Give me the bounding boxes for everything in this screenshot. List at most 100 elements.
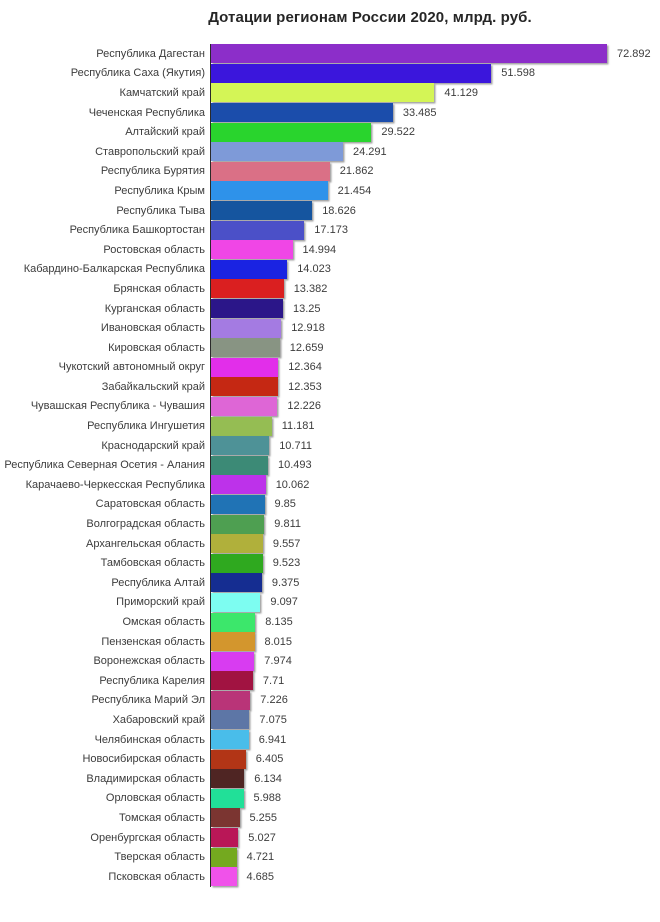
value-label: 8.135 [265, 616, 293, 629]
bar-row: Новосибирская область 6.405 [0, 749, 660, 769]
value-label: 9.097 [270, 596, 298, 609]
bar-cell: 4.721 [210, 847, 660, 867]
bar-cell: 17.173 [210, 220, 660, 240]
bar-cell: 5.255 [210, 808, 660, 828]
bar-cell: 10.062 [210, 475, 660, 495]
value-label: 14.994 [302, 243, 337, 256]
value-label: 12.226 [287, 400, 322, 413]
category-label: Республика Саха (Якутия) [70, 67, 205, 80]
bar [211, 63, 492, 83]
category-label: Республика Башкортостан [69, 224, 205, 237]
bar [211, 122, 372, 142]
bar [211, 671, 253, 691]
bar-cell: 7.075 [210, 710, 660, 730]
bar-row: Чувашская Республика - Чувашия 12.226 [0, 396, 660, 417]
value-label: 12.918 [291, 322, 325, 335]
bar-row: Владимирская область 6.134 [0, 768, 660, 789]
category-label: Волгоградская область [86, 518, 205, 531]
category-label: Республика Крым [114, 184, 205, 197]
category-label: Алтайский край [125, 126, 205, 139]
bar-row: Республика Бурятия 21.862 [0, 161, 660, 182]
bar-row: Забайкальский край 12.353 [0, 377, 660, 397]
category-label: Краснодарский край [101, 439, 205, 452]
bar [211, 710, 250, 730]
value-label: 29.522 [381, 126, 416, 139]
value-label: 11.181 [281, 420, 315, 433]
bar-cell: 12.226 [210, 396, 660, 417]
category-label: Владимирская область [86, 772, 205, 785]
bar [211, 299, 283, 319]
bar [211, 553, 263, 573]
category-label: Псковская область [108, 870, 205, 883]
bar-row: Республика Ингушетия 11.181 [0, 416, 660, 436]
bar-cell: 5.988 [210, 788, 660, 809]
category-label: Челябинская область [94, 733, 205, 746]
value-label: 12.364 [288, 361, 322, 374]
category-label: Новосибирская область [82, 753, 205, 766]
bar-row: Тверская область 4.721 [0, 847, 660, 867]
bar [211, 279, 284, 299]
value-label: 9.523 [272, 557, 301, 570]
bar [211, 494, 265, 514]
category-label: Кабардино-Балкарская Республика [23, 263, 205, 276]
bar-row: Омская область 8.135 [0, 612, 660, 632]
bar-row: Воронежская область 7.974 [0, 651, 660, 671]
bar-row: Республика Дагестан 72.892 [0, 44, 660, 64]
category-label: Республика Марий Эл [91, 694, 205, 707]
bar [211, 240, 293, 260]
category-label: Архангельская область [86, 537, 205, 550]
bar-cell: 12.353 [210, 377, 660, 397]
category-label: Курганская область [104, 302, 205, 315]
category-label: Чувашская Республика - Чувашия [30, 400, 205, 413]
bar-row: Волгоградская область 9.811 [0, 514, 660, 534]
bar-row: Республика Башкортостан 17.173 [0, 220, 660, 240]
bar [211, 416, 272, 436]
category-label: Томская область [119, 811, 205, 824]
bar [211, 436, 270, 456]
bar-row: Республика Карелия 7.71 [0, 671, 660, 691]
value-label: 14.023 [297, 263, 331, 276]
bar [211, 592, 261, 612]
value-label: 9.811 [274, 518, 302, 531]
chart-title: Дотации регионам России 2020, млрд. руб. [208, 9, 532, 26]
value-label: 51.598 [501, 67, 535, 80]
bar [211, 396, 278, 416]
bar [211, 455, 268, 475]
bar [211, 83, 435, 103]
bar-cell: 12.659 [210, 337, 660, 358]
value-label: 21.454 [337, 184, 372, 197]
category-label: Республика Дагестан [96, 47, 205, 60]
value-label: 33.485 [402, 106, 437, 119]
value-label: 18.626 [322, 204, 356, 217]
value-label: 4.721 [246, 851, 275, 864]
bar-cell: 41.129 [210, 83, 660, 103]
value-label: 5.027 [248, 831, 276, 844]
bar-row: Ростовская область 14.994 [0, 239, 660, 260]
bar-cell: 14.994 [210, 239, 660, 260]
category-label: Республика Алтай [111, 576, 205, 589]
bar-cell: 13.25 [210, 298, 660, 319]
bar-row: Республика Тыва 18.626 [0, 200, 660, 221]
value-label: 10.493 [278, 459, 312, 472]
category-label: Ставропольский край [95, 145, 205, 158]
bar-cell: 13.382 [210, 279, 660, 299]
bar [211, 690, 251, 710]
bar [211, 573, 262, 593]
bar [211, 338, 280, 358]
bar-cell: 9.097 [210, 592, 660, 613]
bar-cell: 12.918 [210, 318, 660, 338]
value-label: 6.134 [254, 772, 282, 785]
bar-cell: 7.226 [210, 690, 660, 711]
bar-cell: 24.291 [210, 141, 660, 162]
bar-row: Краснодарский край 10.711 [0, 435, 660, 456]
category-label: Орловская область [105, 792, 205, 805]
bar-row: Курганская область 13.25 [0, 298, 660, 319]
bar [211, 161, 330, 181]
bar-row: Саратовская область 9.85 [0, 494, 660, 515]
bar-row: Республика Северная Осетия - Алания 10.49… [0, 455, 660, 476]
bar-cell: 6.134 [210, 768, 660, 789]
bar-cell: 51.598 [210, 63, 660, 84]
bar-cell: 14.023 [210, 259, 660, 280]
bar-cell: 72.892 [210, 44, 660, 64]
bar-cell: 4.685 [210, 866, 660, 887]
